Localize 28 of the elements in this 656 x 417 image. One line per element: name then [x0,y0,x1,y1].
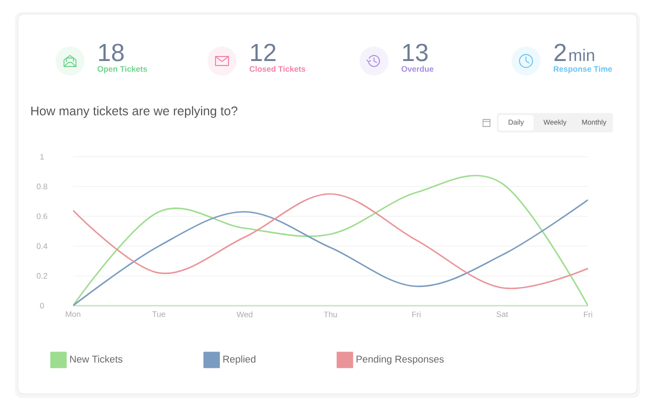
x-tick-label: Wed [236,311,252,318]
x-tick-label: Tue [152,311,166,317]
y-tick-label: 0.2 [36,273,48,279]
x-tick-label: Mon [66,311,80,317]
x-tick-label: Thu [324,311,337,318]
y-tick-label: 0.4 [36,243,48,249]
y-tick-label: 0.6 [36,213,48,220]
data-label: 18 [99,44,124,62]
y-tick-label: 0.8 [36,184,48,190]
data-label: 12 [251,44,276,61]
data-label: 13 [403,44,428,62]
legend-label: Replied [223,355,256,365]
category-label: Closed Tickets [250,66,306,72]
category-label: Response Time [554,66,612,74]
y-tick-label: 1 [40,154,44,160]
line-series [73,193,588,290]
x-tick-label: Fri [412,311,420,318]
x-tick-label: Fri [584,311,592,318]
legend-label: New Tickets [70,355,122,363]
x-tick-label: Sat [496,311,508,318]
chart-title: How many tickets are we replying to? [31,106,238,118]
data-label: 2 [554,44,566,61]
legend-label: Pending Responses [356,355,444,365]
category-label: Open Tickets [98,66,148,74]
text: min [569,48,594,61]
category-label: Overdue [402,66,434,72]
line-series [73,199,588,306]
y-tick-label: 0 [40,302,44,309]
